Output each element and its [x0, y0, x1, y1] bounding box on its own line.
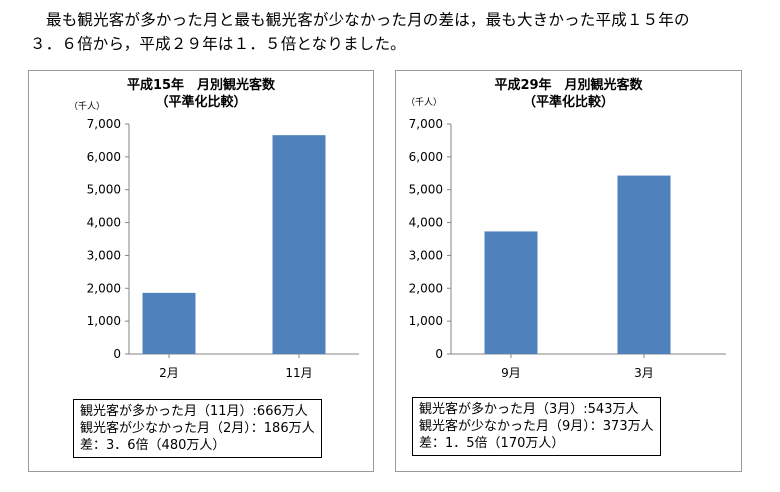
x-tick-label: 2月 [159, 366, 179, 380]
bar-chart-h29: 0 1,000 2,000 3,000 4,000 5,000 6,000 7,000 9月 3月 [409, 117, 726, 380]
y-unit-label: （千人） [406, 98, 443, 108]
y-tick-label: 7,000 [409, 117, 443, 131]
summary-line-max: 観光客が多かった月（11月）:666万人 [80, 404, 308, 419]
y-unit-label: （千人） [69, 102, 106, 112]
chart-title-line-1: 平成15年 月別観光客数 [126, 78, 276, 93]
bar [617, 175, 671, 354]
y-tick-label: 2,000 [409, 281, 443, 295]
intro-line-1: 最も観光客が多かった月と最も観光客が少なかった月の差は，最も大きかった平成１５年… [46, 11, 690, 29]
summary-line-min: 観光客が少なかった月（2月）：186万人 [80, 421, 315, 436]
y-tick-label: 3,000 [409, 248, 443, 262]
summary-line-max: 観光客が多かった月（3月）:543万人 [419, 402, 639, 417]
x-tick-label: 3月 [634, 366, 654, 380]
y-tick-label: 5,000 [409, 183, 443, 197]
y-tick-label: 4,000 [87, 216, 121, 230]
chart-title-line-2: （平準化比較） [155, 95, 247, 110]
bar [142, 292, 196, 354]
chart-title-line-1: 平成29年 月別観光客数 [494, 78, 643, 93]
chart-title: 平成15年 月別観光客数 （平準化比較） [29, 77, 373, 111]
summary-line-diff: 差：3．6倍（480万人） [80, 438, 226, 453]
y-tick-label: 4,000 [409, 216, 443, 230]
y-tick-label: 7,000 [87, 117, 121, 131]
y-tick-label: 6,000 [87, 150, 121, 164]
chart-panel-h29: 平成29年 月別観光客数 （平準化比較） （千人） 0 1,000 2,000 3,0… [395, 70, 742, 472]
summary-box: 観光客が多かった月（11月）:666万人 観光客が少なかった月（2月）：186万… [73, 399, 322, 458]
y-tick-label: 1,000 [87, 314, 121, 328]
x-tick-label: 9月 [501, 366, 521, 380]
chart-panel-h15: 平成15年 月別観光客数 （平準化比較） （千人） 0 1,000 2,000 3,0… [28, 70, 374, 472]
y-tick-label: 3,000 [87, 248, 121, 262]
intro-text: 最も観光客が多かった月と最も観光客が少なかった月の差は，最も大きかった平成１５年… [30, 8, 770, 56]
y-tick-label: 1,000 [409, 314, 443, 328]
y-tick-label: 0 [435, 347, 443, 361]
summary-line-min: 観光客が少なかった月（9月）：373万人 [419, 419, 654, 434]
chart-title: 平成29年 月別観光客数 （平準化比較） [396, 77, 741, 111]
chart-title-line-2: （平準化比較） [522, 95, 614, 110]
x-tick-label: 11月 [285, 366, 312, 380]
y-tick-label: 5,000 [87, 183, 121, 197]
summary-line-diff: 差：1．5倍（170万人） [419, 436, 565, 451]
summary-box: 観光客が多かった月（3月）:543万人 観光客が少なかった月（9月）：373万人… [412, 397, 661, 456]
bar [272, 135, 326, 354]
bar [484, 231, 538, 354]
intro-line-2: ３．６倍から，平成２９年は１．５倍となりました。 [30, 35, 406, 53]
bar-chart-h15: 0 1,000 2,000 3,000 4,000 5,000 6,000 7,000 2月 11… [87, 117, 359, 380]
y-tick-label: 2,000 [87, 281, 121, 295]
y-tick-label: 0 [113, 347, 121, 361]
y-tick-label: 6,000 [409, 150, 443, 164]
